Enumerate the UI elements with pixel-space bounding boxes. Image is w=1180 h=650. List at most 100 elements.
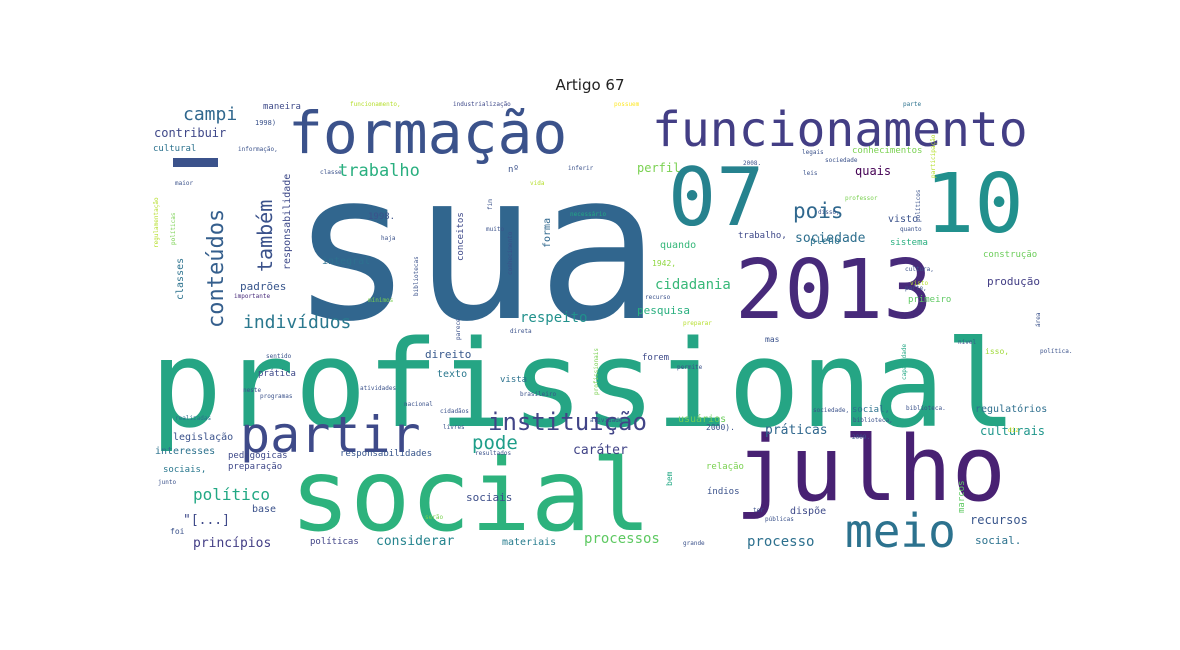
cloud-word: professor [845, 195, 878, 202]
cloud-word: processos [584, 531, 660, 547]
cloud-word: 10 [925, 157, 1024, 252]
cloud-word: visto [910, 280, 928, 287]
cloud-word: profissionais [593, 348, 600, 395]
cloud-word: 1942, [652, 259, 676, 268]
cloud-word: conhecimentos [852, 146, 922, 156]
cloud-word: industrialização [453, 101, 511, 108]
cloud-word: possuem [614, 101, 640, 108]
cloud-word: responsabilidades [340, 449, 432, 459]
cloud-word: fim [487, 199, 494, 210]
cloud-word: sistema [890, 238, 928, 248]
cloud-word: meio [845, 504, 956, 558]
cloud-word: diz [1008, 427, 1019, 434]
cloud-word: social [290, 437, 651, 554]
cloud-word: bibliotecas [413, 256, 420, 296]
cloud-word: nº [508, 165, 519, 175]
cloud-word: 2013 [735, 243, 932, 338]
cloud-word: nível [958, 339, 976, 346]
cloud-word: partir [240, 406, 421, 464]
cloud-word: legais [802, 149, 824, 156]
cloud-word: sua [290, 129, 660, 367]
cloud-word: 1998. [368, 212, 395, 222]
cloud-word: pesquisa [637, 304, 690, 317]
cloud-word: processo [747, 534, 814, 550]
cloud-word: vida [530, 180, 545, 187]
cloud-word: funcionamento, [350, 101, 401, 108]
cloud-word: brasileiro [520, 391, 557, 398]
cloud-word: pode [472, 432, 518, 454]
cloud-word: 07 [668, 151, 764, 244]
cloud-word: direta [510, 328, 532, 335]
cloud-word: leis [803, 170, 818, 177]
cloud-word: realizadas [175, 415, 212, 422]
cloud-word: conteúdos [204, 209, 229, 328]
cloud-word: maneira [263, 102, 301, 112]
cloud-word: sociedade, [813, 407, 849, 414]
cloud-word: cultura, [905, 266, 934, 273]
cloud-word: disso, [818, 209, 840, 216]
cloud-word: foi [170, 527, 185, 536]
cloud-word: permite [677, 364, 703, 371]
cloud-word: integral [322, 256, 370, 267]
cloud-word: 2009. [852, 434, 870, 441]
cloud-word: forma [542, 218, 553, 248]
cloud-word: grande [683, 540, 705, 547]
cloud-word: políticas [310, 537, 359, 547]
cloud-word: classe [320, 169, 342, 176]
cloud-word: formação [288, 99, 567, 167]
cloud-word: materiais [502, 537, 556, 548]
cloud-word: 2000). [706, 423, 735, 432]
cloud-word: quais [855, 164, 891, 178]
cloud-word: atividades [360, 385, 397, 392]
cloud-word: considerar [376, 534, 454, 549]
cloud-word: vista [500, 375, 527, 385]
cloud-word: interesses [155, 446, 215, 457]
cloud-word: índios [707, 487, 740, 497]
cloud-word: recursos [970, 513, 1028, 527]
cloud-word: contribuir [154, 126, 226, 140]
cloud-word: biblioteca. [906, 405, 946, 412]
cloud-word: livres [443, 424, 465, 431]
cloud-word: pedagógicas [228, 450, 288, 461]
cloud-word: campi [183, 104, 237, 125]
cloud-word: social, [852, 405, 890, 415]
cloud-word: sociais [466, 491, 512, 504]
cloud-word: públicas [765, 516, 794, 523]
cloud-word: caráter [573, 443, 628, 458]
cloud-word: muito [486, 226, 504, 233]
cloud-word: preparar [683, 320, 712, 327]
cloud-word: respeito [520, 310, 587, 326]
cloud-word: conhecimento [507, 231, 514, 275]
cloud-word: "[...] [183, 513, 230, 528]
cloud-word: padrões [240, 280, 286, 293]
cloud-word: recurso [645, 294, 671, 301]
cloud-word: relação [706, 462, 744, 472]
cloud-word: necessário [570, 211, 607, 218]
cloud-word: políticas [170, 212, 177, 245]
cloud-word: cidadãos [440, 408, 469, 415]
cloud-word: participação [930, 134, 937, 178]
cloud-word: importante [234, 293, 271, 300]
cloud-word: 1998) [255, 119, 276, 127]
accent-bar [173, 158, 218, 167]
cloud-word: práticas [765, 423, 828, 438]
cloud-word: princípios [193, 536, 271, 551]
cloud-word: maior [175, 180, 193, 187]
cloud-word: haja [381, 235, 396, 242]
cloud-word: texto [437, 369, 467, 380]
cloud-word: dispõe [790, 506, 826, 517]
cloud-word: bem [665, 471, 674, 486]
cloud-word: visto [888, 214, 918, 225]
cloud-word: mínimos [368, 297, 394, 304]
cloud-word: trabalho, [738, 231, 787, 241]
cloud-word: quanto [900, 226, 922, 233]
cloud-word: cultural [153, 144, 196, 154]
cloud-word: pleno [810, 236, 840, 247]
cloud-word: prática [258, 369, 296, 379]
cloud-word: direito [425, 348, 471, 361]
cloud-word: produção [987, 275, 1040, 288]
cloud-word: sociedade [825, 157, 858, 164]
cloud-word: também [253, 200, 277, 272]
cloud-word: biblioteca, [853, 417, 893, 424]
